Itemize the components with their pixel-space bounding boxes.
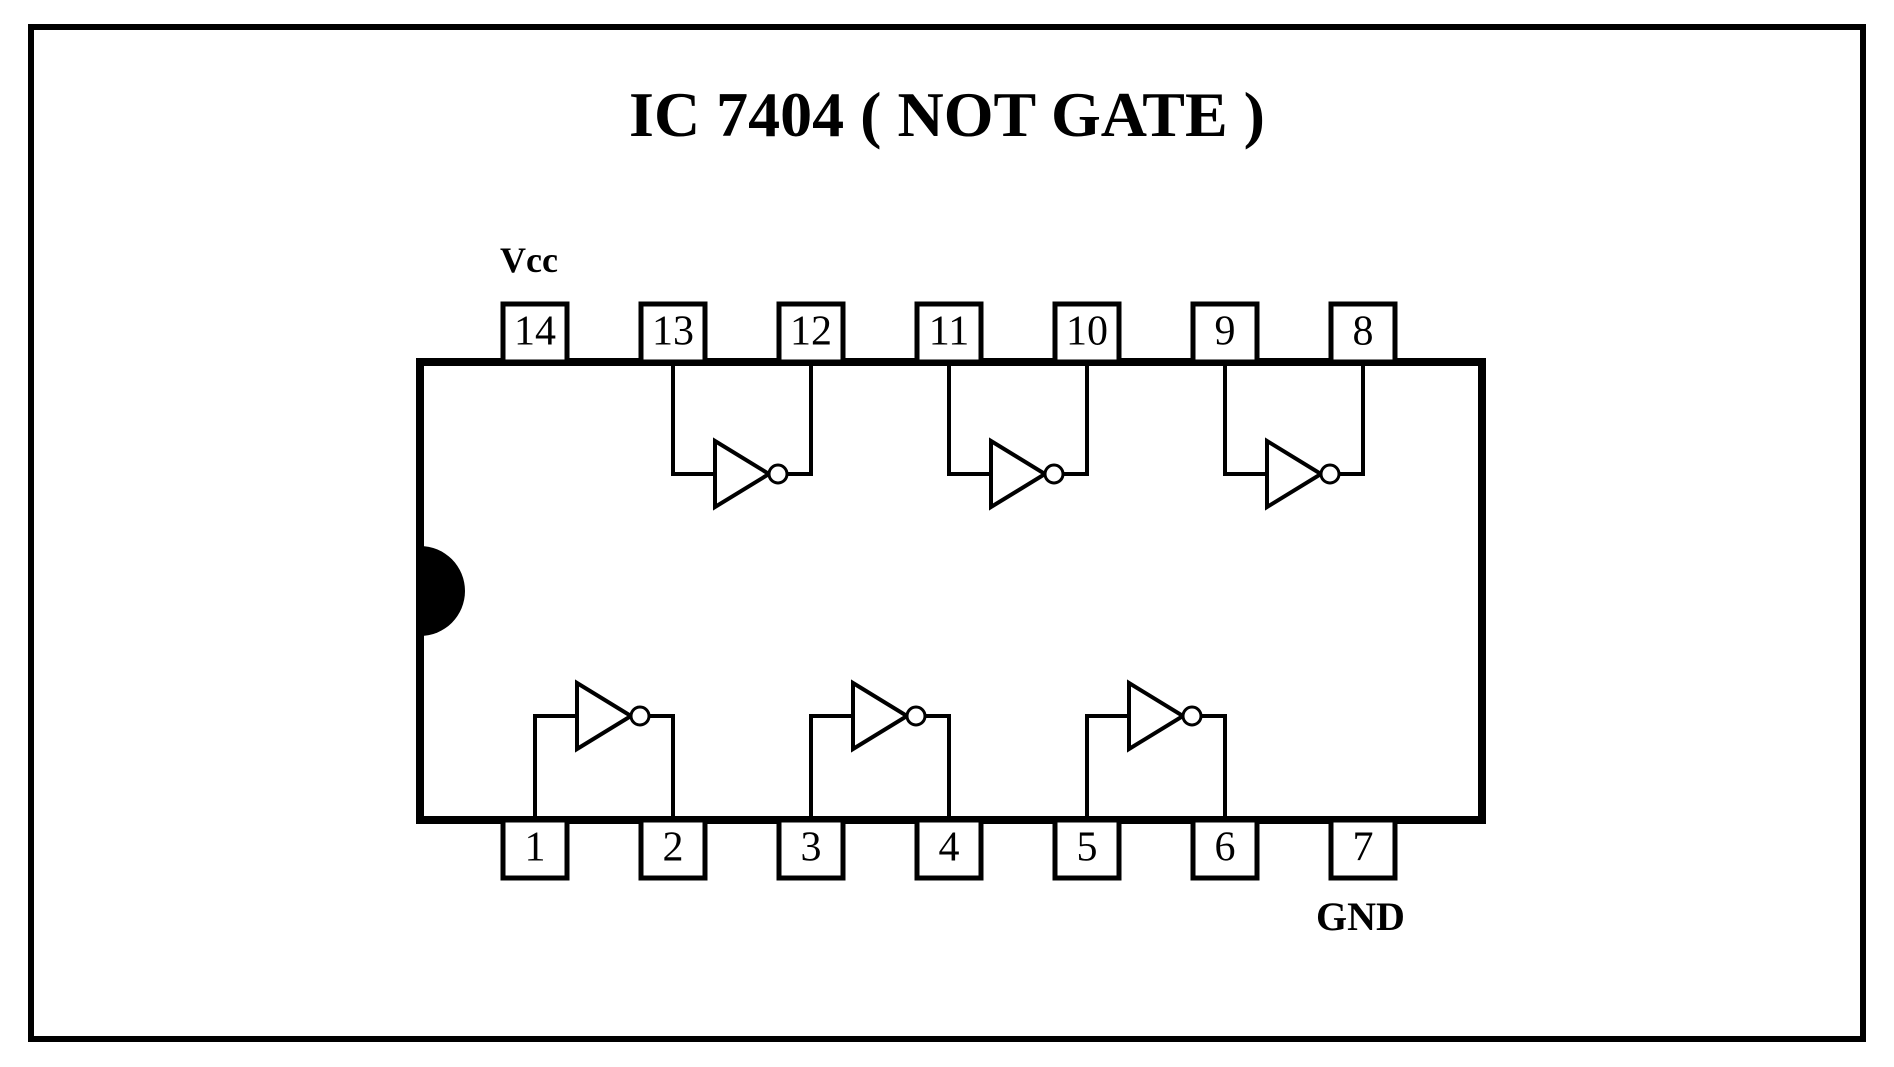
pin-2: 2 [641,820,705,878]
svg-text:13: 13 [652,309,694,355]
pin-11: 11 [917,304,981,362]
svg-text:8: 8 [1353,309,1374,355]
svg-text:4: 4 [939,825,960,871]
pins-top-group: 14 13 12 11 10 9 8 [503,304,1395,362]
svg-text:2: 2 [663,825,684,871]
svg-text:10: 10 [1066,309,1108,355]
pin-10: 10 [1055,304,1119,362]
pin-14: 14 [503,304,567,362]
svg-text:7: 7 [1353,825,1374,871]
pin-9: 9 [1193,304,1257,362]
pin-7: 7 [1331,820,1395,878]
svg-text:1: 1 [525,825,546,871]
svg-text:9: 9 [1215,309,1236,355]
pin-8: 8 [1331,304,1395,362]
pin-5: 5 [1055,820,1119,878]
svg-text:11: 11 [929,309,969,355]
svg-text:6: 6 [1215,825,1236,871]
pin-4: 4 [917,820,981,878]
pin-12: 12 [779,304,843,362]
vcc-label: Vcc [500,240,558,280]
pin-6: 6 [1193,820,1257,878]
ic-diagram-svg: FREAKENGINEER 141312111098 1234567 VccGN… [0,0,1894,1067]
pin-1: 1 [503,820,567,878]
svg-text:12: 12 [790,309,832,355]
pin-3: 3 [779,820,843,878]
svg-text:14: 14 [514,309,556,355]
gnd-label: GND [1316,894,1405,939]
pin-13: 13 [641,304,705,362]
pins-bottom-group: 1 2 3 4 5 6 7 [503,820,1395,878]
svg-text:5: 5 [1077,825,1098,871]
svg-text:3: 3 [801,825,822,871]
